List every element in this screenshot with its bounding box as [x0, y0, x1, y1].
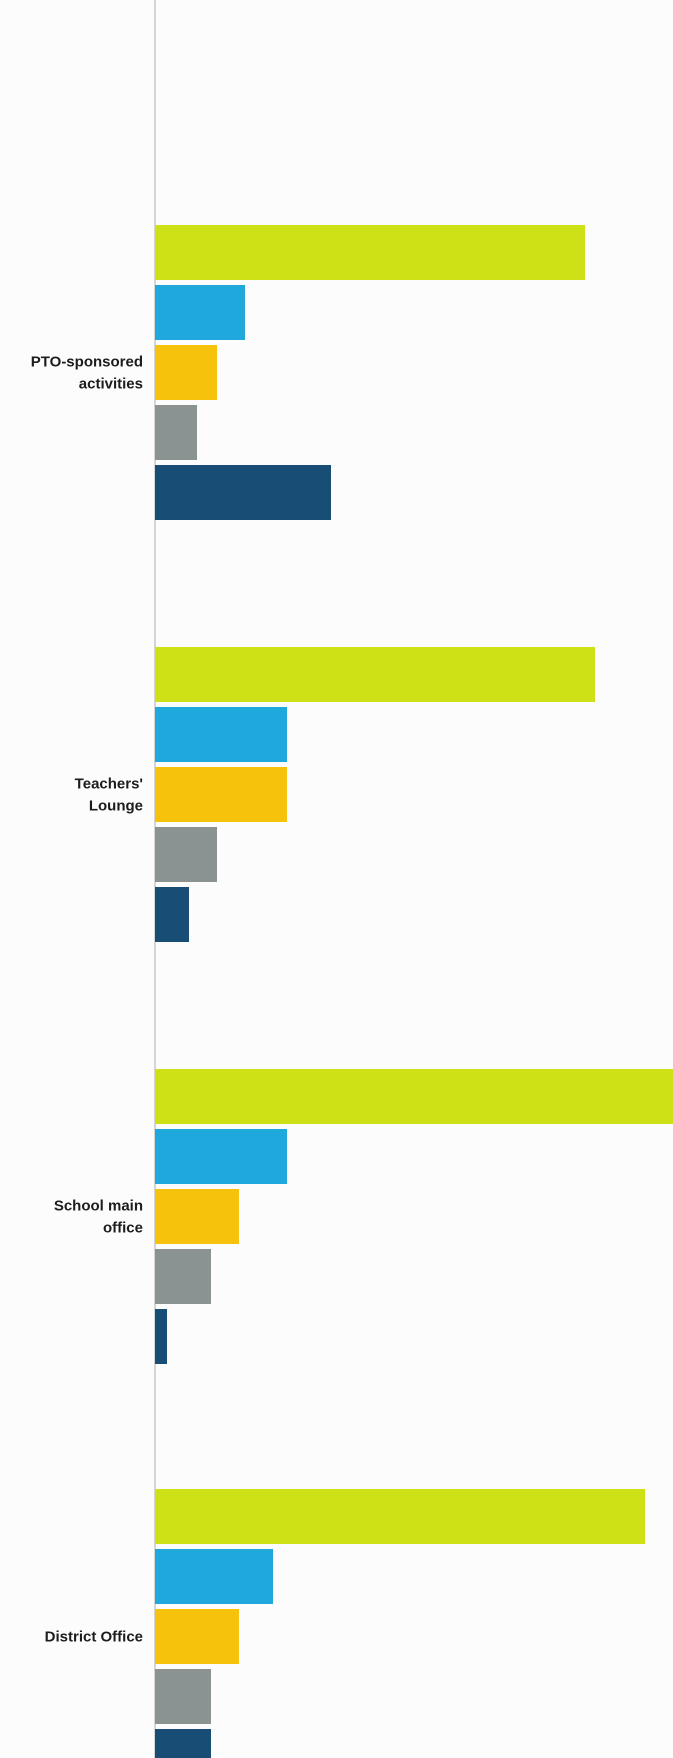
bar-4-3	[155, 1669, 211, 1724]
bar-3-0	[155, 1069, 673, 1124]
bar-3-3	[155, 1249, 211, 1304]
bar-2-2	[155, 767, 287, 822]
bar-1-2	[155, 345, 217, 400]
bar-2-1	[155, 707, 287, 762]
bar-1-1	[155, 285, 245, 340]
category-label: School main office	[54, 1198, 143, 1237]
bar-1-4	[155, 465, 331, 520]
bar-1-3	[155, 405, 197, 460]
bar-4-2	[155, 1609, 239, 1664]
category-label: District Office	[45, 1629, 143, 1646]
category-label: PTO-sponsored activities	[31, 354, 143, 393]
bar-2-3	[155, 827, 217, 882]
bar-4-1	[155, 1549, 273, 1604]
bar-3-1	[155, 1129, 287, 1184]
bar-3-4	[155, 1309, 167, 1364]
bar-4-0	[155, 1489, 645, 1544]
bar-1-0	[155, 225, 585, 280]
bar-2-0	[155, 647, 595, 702]
bar-3-2	[155, 1189, 239, 1244]
category-label: Teachers' Lounge	[75, 776, 143, 815]
bar-2-4	[155, 887, 189, 942]
bar-4-4	[155, 1729, 211, 1758]
